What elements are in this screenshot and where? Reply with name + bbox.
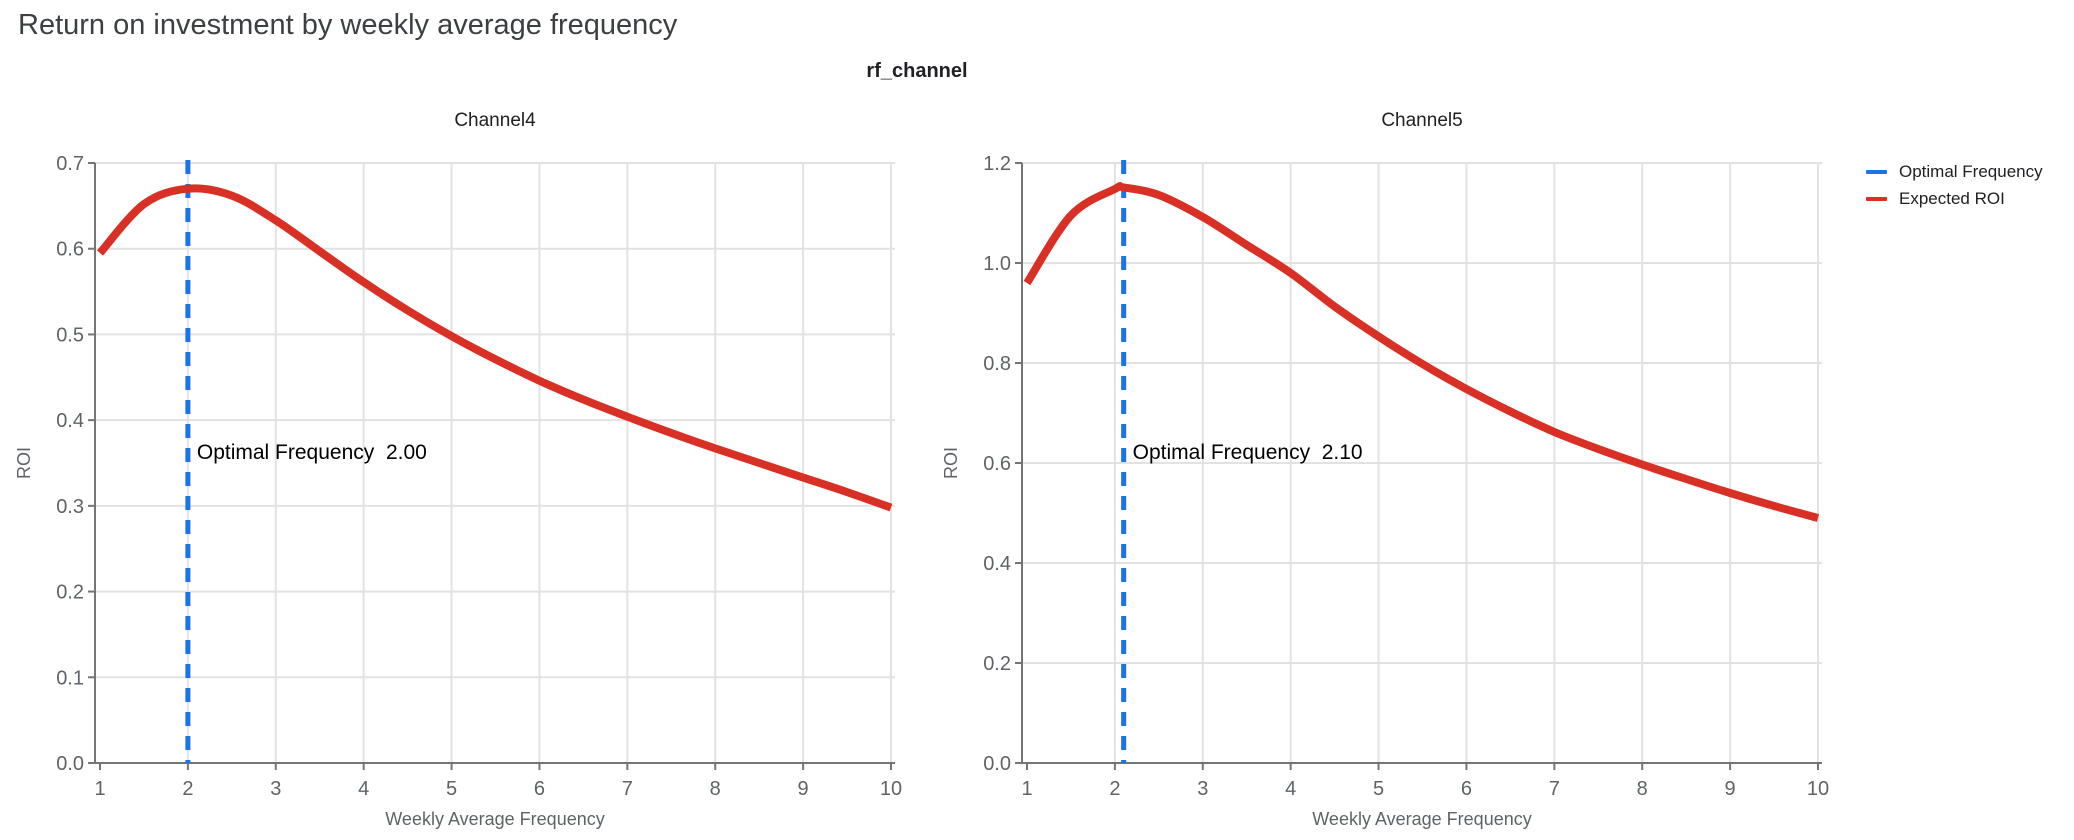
y-axis-title: ROI xyxy=(941,447,961,479)
x-tick-label: 10 xyxy=(880,778,902,800)
y-axis-title: ROI xyxy=(14,447,34,479)
y-tick-label: 0.8 xyxy=(983,353,1011,375)
x-tick-label: 6 xyxy=(534,778,545,800)
y-tick-label: 0.6 xyxy=(983,453,1011,475)
legend-label: Expected ROI xyxy=(1899,188,2005,208)
x-tick-label: 10 xyxy=(1807,778,1829,800)
y-tick-label: 0.7 xyxy=(56,153,84,175)
x-axis-title: Weekly Average Frequency xyxy=(1312,809,1531,829)
y-tick-label: 0.6 xyxy=(56,239,84,261)
facet-title: rf_channel xyxy=(866,60,968,82)
expected-roi-curve[interactable] xyxy=(1023,182,1820,522)
optimal-frequency-annotation: Optimal Frequency 2.10 xyxy=(1133,441,1363,464)
y-tick-label: 0.1 xyxy=(56,667,84,689)
x-tick-label: 1 xyxy=(1021,778,1032,800)
subplot-channel4[interactable]: 1 2 3 4 5 6 7 8 9 10 0.0 0.1 0.2 0.3 0.4 0.5 0.6 0.7 Weekl… xyxy=(0,90,960,840)
y-tick-label: 1.2 xyxy=(983,153,1011,175)
x-tick-label: 3 xyxy=(270,778,281,800)
x-tick-label: 8 xyxy=(710,778,721,800)
y-tick-label: 0.5 xyxy=(56,324,84,346)
x-tick-label: 8 xyxy=(1637,778,1648,800)
legend-item-expected-roi[interactable]: Expected ROI xyxy=(1866,185,2043,212)
y-tick-label: 0.0 xyxy=(56,753,84,775)
subplot-title: Channel5 xyxy=(1381,110,1462,131)
x-tick-label: 9 xyxy=(1725,778,1736,800)
legend: Optimal Frequency Expected ROI xyxy=(1866,158,2043,212)
x-tick-label: 1 xyxy=(94,778,105,800)
x-tick-label: 7 xyxy=(1549,778,1560,800)
x-tick-label: 5 xyxy=(446,778,457,800)
x-tick-label: 6 xyxy=(1461,778,1472,800)
x-tick-label: 9 xyxy=(798,778,809,800)
y-tick-label: 1.0 xyxy=(983,253,1011,275)
subplot-channel5[interactable]: 1 2 3 4 5 6 7 8 9 10 0.0 0.2 0.4 0.6 0.8 1.0 1.2 Weekly A… xyxy=(927,90,1887,840)
x-tick-label: 2 xyxy=(182,778,193,800)
y-tick-label: 0.3 xyxy=(56,496,84,518)
expected-roi-curve[interactable] xyxy=(96,184,893,512)
y-tick-label: 0.4 xyxy=(56,410,84,432)
y-tick-label: 0.2 xyxy=(983,653,1011,675)
x-tick-label: 7 xyxy=(622,778,633,800)
x-tick-label: 4 xyxy=(358,778,369,800)
page-title: Return on investment by weekly average f… xyxy=(18,9,678,41)
x-tick-label: 3 xyxy=(1197,778,1208,800)
y-tick-label: 0.0 xyxy=(983,753,1011,775)
expected-roi-swatch-icon xyxy=(1866,196,1887,201)
y-tick-label: 0.4 xyxy=(983,553,1011,575)
x-tick-label: 4 xyxy=(1285,778,1296,800)
optimal-frequency-swatch-icon xyxy=(1866,169,1887,174)
x-axis-title: Weekly Average Frequency xyxy=(385,809,604,829)
x-tick-label: 2 xyxy=(1109,778,1120,800)
subplot-title: Channel4 xyxy=(454,110,536,131)
legend-label: Optimal Frequency xyxy=(1899,161,2043,181)
optimal-frequency-annotation: Optimal Frequency 2.00 xyxy=(197,441,427,464)
x-tick-label: 5 xyxy=(1373,778,1384,800)
y-tick-label: 0.2 xyxy=(56,582,84,604)
legend-item-optimal-frequency[interactable]: Optimal Frequency xyxy=(1866,158,2043,185)
